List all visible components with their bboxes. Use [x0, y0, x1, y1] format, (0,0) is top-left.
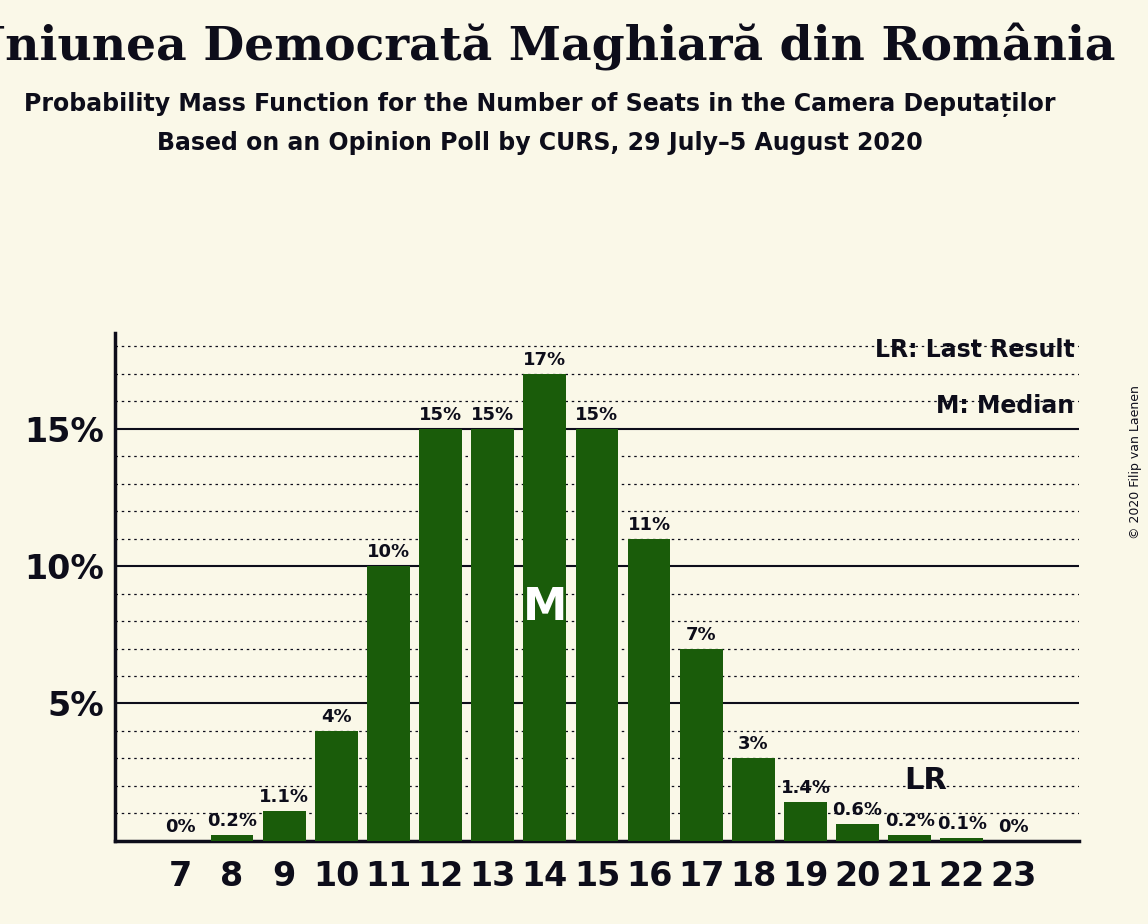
Bar — [628, 539, 670, 841]
Text: 0.6%: 0.6% — [832, 801, 883, 820]
Text: Based on an Opinion Poll by CURS, 29 July–5 August 2020: Based on an Opinion Poll by CURS, 29 Jul… — [156, 131, 923, 155]
Bar — [889, 835, 931, 841]
Text: 0.2%: 0.2% — [207, 812, 257, 831]
Text: 0.2%: 0.2% — [885, 812, 934, 831]
Text: M: M — [522, 586, 567, 629]
Text: 0.1%: 0.1% — [937, 815, 987, 833]
Text: M: Median: M: Median — [936, 394, 1075, 418]
Bar — [523, 374, 566, 841]
Text: 10%: 10% — [367, 543, 410, 561]
Bar — [680, 649, 722, 841]
Text: LR: LR — [903, 766, 947, 795]
Bar — [836, 824, 879, 841]
Text: © 2020 Filip van Laenen: © 2020 Filip van Laenen — [1130, 385, 1142, 539]
Bar — [419, 429, 461, 841]
Bar — [367, 566, 410, 841]
Text: 4%: 4% — [321, 708, 351, 726]
Text: 11%: 11% — [628, 516, 670, 534]
Text: 3%: 3% — [738, 736, 769, 753]
Text: 1.4%: 1.4% — [781, 780, 830, 797]
Bar — [315, 731, 358, 841]
Text: Uniunea Democrată Maghiară din România: Uniunea Democrată Maghiară din România — [0, 23, 1116, 71]
Bar — [472, 429, 514, 841]
Text: 0%: 0% — [999, 818, 1030, 836]
Bar — [211, 835, 254, 841]
Bar — [575, 429, 619, 841]
Text: 1.1%: 1.1% — [259, 787, 309, 806]
Bar — [732, 759, 775, 841]
Bar — [940, 838, 983, 841]
Bar — [263, 810, 305, 841]
Text: 17%: 17% — [523, 351, 566, 369]
Text: LR: Last Result: LR: Last Result — [875, 337, 1075, 361]
Text: 7%: 7% — [685, 626, 716, 644]
Bar — [784, 802, 827, 841]
Text: 15%: 15% — [575, 406, 619, 424]
Text: 15%: 15% — [419, 406, 463, 424]
Text: 15%: 15% — [471, 406, 514, 424]
Text: Probability Mass Function for the Number of Seats in the Camera Deputaților: Probability Mass Function for the Number… — [24, 92, 1055, 117]
Text: 0%: 0% — [164, 818, 195, 836]
